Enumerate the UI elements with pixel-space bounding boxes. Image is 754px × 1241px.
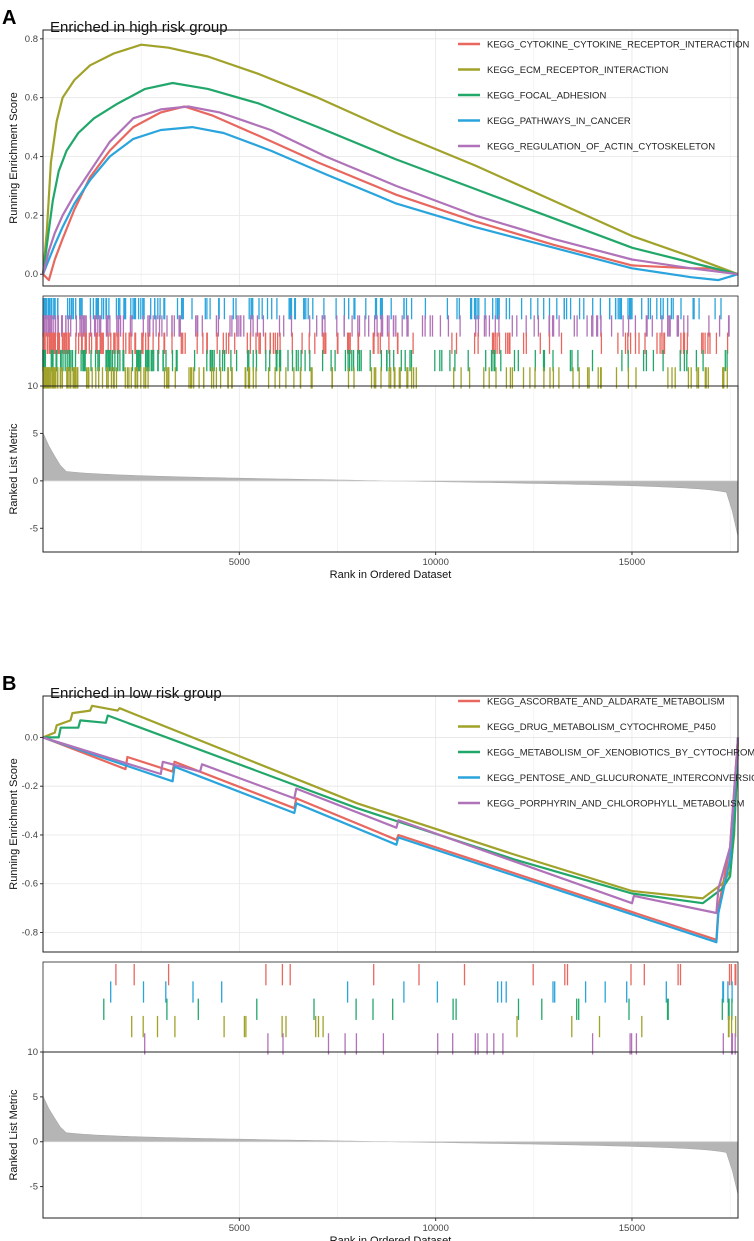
y-axis-label: Running Enrichment Score bbox=[8, 758, 20, 889]
metric-y-tick-label: -5 bbox=[30, 1182, 38, 1193]
metric-y-tick-label: 5 bbox=[33, 428, 38, 439]
x-tick-label: 5000 bbox=[229, 557, 250, 568]
y-tick-label: 0.8 bbox=[25, 34, 38, 45]
metric-y-tick-label: 10 bbox=[27, 1047, 38, 1058]
legend-label: KEGG_METABOLISM_OF_XENOBIOTICS_BY_CYTOCH… bbox=[487, 748, 754, 759]
y-axis-label: Running Enrichment Score bbox=[8, 92, 20, 223]
y-tick-label: -0.8 bbox=[22, 927, 38, 938]
legend-label: KEGG_FOCAL_ADHESION bbox=[487, 91, 606, 102]
metric-y-tick-label: 10 bbox=[27, 381, 38, 392]
series-line bbox=[42, 736, 740, 941]
x-tick-label: 15000 bbox=[619, 1223, 645, 1234]
metric-y-tick-label: 5 bbox=[33, 1092, 38, 1103]
ranked-metric-area bbox=[42, 432, 739, 537]
x-tick-label: 10000 bbox=[422, 1223, 448, 1234]
panel-label: B bbox=[2, 673, 16, 695]
chart-title: Enriched in low risk group bbox=[50, 685, 222, 702]
series-line bbox=[42, 736, 740, 915]
metric-y-tick-label: -5 bbox=[30, 523, 38, 534]
x-axis-label: Rank in Ordered Dataset bbox=[330, 1235, 452, 1241]
y-tick-label: 0.0 bbox=[25, 269, 38, 280]
legend-label: KEGG_PORPHYRIN_AND_CHLOROPHYLL_METABOLIS… bbox=[487, 799, 745, 810]
legend-label: KEGG_ECM_RECEPTOR_INTERACTION bbox=[487, 65, 669, 76]
metric-y-tick-label: 0 bbox=[33, 1137, 38, 1148]
metric-y-tick-label: 0 bbox=[33, 476, 38, 487]
es-plot-frame bbox=[42, 695, 739, 953]
y-tick-label: -0.6 bbox=[22, 879, 38, 890]
metric-y-axis-label: Ranked List Metric bbox=[8, 423, 20, 515]
ranked-metric-area bbox=[42, 1095, 739, 1195]
series-line bbox=[41, 43, 739, 276]
metric-plot-frame bbox=[42, 1051, 739, 1219]
legend-label: KEGG_PENTOSE_AND_GLUCURONATE_INTERCONVER… bbox=[487, 773, 754, 784]
metric-plot-frame bbox=[42, 385, 739, 553]
x-tick-label: 5000 bbox=[229, 1223, 250, 1234]
series-line bbox=[42, 736, 740, 944]
metric-y-axis-label: Ranked List Metric bbox=[8, 1089, 20, 1181]
y-tick-label: 0.4 bbox=[25, 152, 38, 163]
y-tick-label: -0.4 bbox=[22, 830, 38, 841]
x-tick-label: 10000 bbox=[422, 557, 448, 568]
panel-label: A bbox=[2, 7, 16, 29]
es-plot-frame bbox=[42, 29, 739, 287]
rug-frame bbox=[42, 961, 739, 1053]
legend-label: KEGG_CYTOKINE_CYTOKINE_RECEPTOR_INTERACT… bbox=[487, 40, 750, 51]
legend-label: KEGG_REGULATION_OF_ACTIN_CYTOSKELETON bbox=[487, 142, 715, 153]
series-line bbox=[41, 125, 739, 282]
legend-label: KEGG_DRUG_METABOLISM_CYTOCHROME_P450 bbox=[487, 722, 716, 733]
series-line bbox=[41, 81, 739, 276]
chart-title: Enriched in high risk group bbox=[50, 19, 228, 36]
legend-label: KEGG_PATHWAYS_IN_CANCER bbox=[487, 116, 631, 127]
series-line bbox=[41, 105, 739, 276]
y-tick-label: 0.6 bbox=[25, 93, 38, 104]
x-axis-label: Rank in Ordered Dataset bbox=[330, 569, 452, 581]
panel-b-low-risk: B Enriched in low risk group 0.0 -0.2 -0.4 -0… bbox=[2, 673, 754, 1241]
y-tick-label: 0.0 bbox=[25, 732, 38, 743]
series-line bbox=[43, 714, 740, 905]
legend-label: KEGG_ASCORBATE_AND_ALDARATE_METABOLISM bbox=[487, 697, 725, 708]
series-line bbox=[42, 105, 739, 282]
y-tick-label: -0.2 bbox=[22, 781, 38, 792]
panel-a-high-risk: A Enriched in high risk group 0.0 0.2 0.4 0.6… bbox=[2, 7, 750, 581]
y-tick-label: 0.2 bbox=[25, 210, 38, 221]
x-tick-label: 15000 bbox=[619, 557, 645, 568]
